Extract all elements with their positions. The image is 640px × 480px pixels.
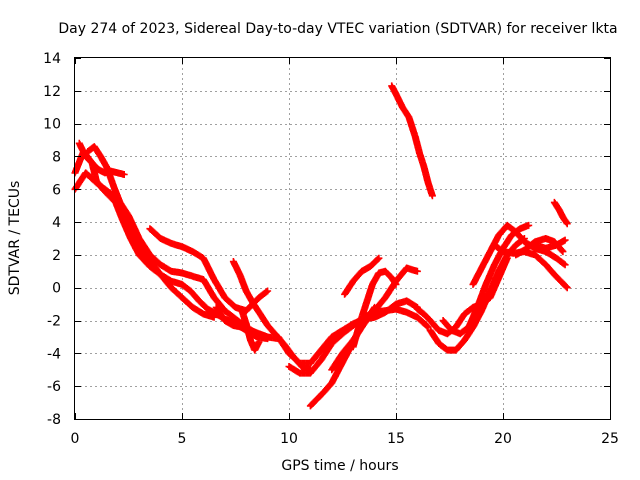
series-arc-12 [328,264,421,374]
series-arc-13 [349,267,400,351]
data-point [423,322,431,330]
y-tick-label: 8 [52,149,61,165]
data-point [562,283,570,291]
data-point [559,248,567,256]
x-tick-label: 20 [494,431,512,447]
series-arc-4 [75,139,128,178]
series-arc-14 [341,254,383,298]
data-point [525,221,533,229]
series-arc-17 [426,235,528,354]
data-point [264,287,272,295]
series-arc-22 [550,198,571,228]
data-points [71,82,571,410]
data-point [558,247,566,255]
y-tick-label: 10 [43,117,61,133]
x-axis-label: GPS time / hours [281,458,398,474]
x-tick-label: 0 [71,431,80,447]
x-tick-label: 25 [601,431,619,447]
data-point [563,220,571,228]
data-point [374,255,382,263]
x-tick-label: 10 [280,431,298,447]
y-tick-label: -4 [47,346,61,362]
tick-marks [75,58,611,420]
x-tick-labels: 0 5 10 15 20 25 [71,431,619,447]
data-point [375,254,383,262]
y-tick-label: 14 [43,51,61,67]
plot-frame [74,57,611,420]
series-arc-15 [388,82,436,200]
y-axis-label: SDTVAR / TECUs [7,181,23,296]
data-point [428,192,436,200]
y-tick-labels: -8 -6 -4 -2 0 2 4 6 8 10 12 14 [43,51,61,428]
y-tick-label: 6 [52,182,61,198]
data-point [392,280,400,288]
y-tick-label: 2 [52,248,61,264]
series-arc-6 [229,258,314,374]
series-arc-23 [531,236,569,252]
series-arc-8 [238,307,263,354]
y-tick-label: -6 [47,379,61,395]
y-tick-label: -8 [47,412,61,428]
x-tick-label: 15 [387,431,405,447]
y-tick-label: 0 [52,281,61,297]
data-point [563,284,571,292]
series-arc-5 [146,225,272,315]
data-point [264,333,272,341]
y-tick-label: 4 [52,215,61,231]
x-tick-label: 5 [178,431,187,447]
data-point [413,267,421,275]
y-tick-label: 12 [43,84,61,100]
data-point [210,313,218,321]
data-point [560,260,568,268]
data-point [255,338,263,346]
data-point [561,261,569,269]
data-point [561,236,569,244]
y-tick-label: -2 [47,314,61,330]
data-point [120,171,128,178]
chart-title: Day 274 of 2023, Sidereal Day-to-day VTE… [58,21,617,37]
